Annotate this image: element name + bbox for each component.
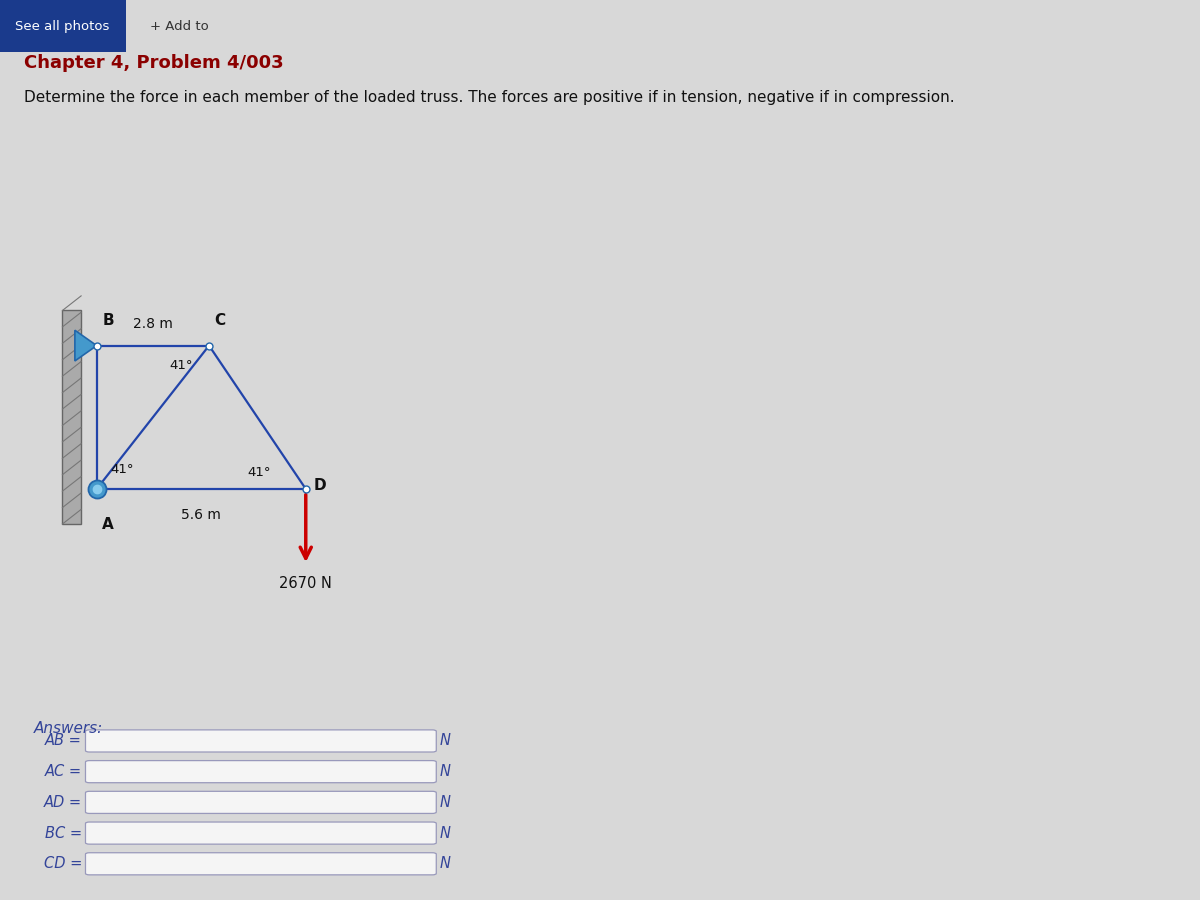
Text: N: N bbox=[440, 795, 451, 810]
FancyBboxPatch shape bbox=[85, 852, 437, 875]
Text: 5.6 m: 5.6 m bbox=[181, 508, 221, 522]
FancyBboxPatch shape bbox=[85, 730, 437, 752]
Text: 2.8 m: 2.8 m bbox=[133, 317, 173, 331]
Text: 41°: 41° bbox=[110, 463, 133, 475]
Text: BC =: BC = bbox=[44, 825, 82, 841]
Text: N: N bbox=[440, 856, 451, 871]
Text: N: N bbox=[440, 734, 451, 749]
Text: 41°: 41° bbox=[169, 359, 193, 372]
Polygon shape bbox=[74, 330, 97, 361]
Text: AD =: AD = bbox=[44, 795, 82, 810]
Text: 2670 N: 2670 N bbox=[280, 575, 332, 590]
Text: See all photos: See all photos bbox=[16, 20, 109, 32]
FancyBboxPatch shape bbox=[85, 760, 437, 783]
FancyBboxPatch shape bbox=[85, 822, 437, 844]
Text: Answers:: Answers: bbox=[34, 721, 103, 736]
Text: + Add to: + Add to bbox=[150, 20, 209, 32]
Text: N: N bbox=[440, 764, 451, 779]
Text: AB =: AB = bbox=[46, 734, 82, 749]
Text: Determine the force in each member of the loaded truss. The forces are positive : Determine the force in each member of th… bbox=[24, 90, 955, 105]
Text: C: C bbox=[214, 313, 226, 328]
Text: D: D bbox=[313, 479, 326, 493]
Text: Chapter 4, Problem 4/003: Chapter 4, Problem 4/003 bbox=[24, 54, 283, 72]
Text: CD =: CD = bbox=[43, 856, 82, 871]
FancyBboxPatch shape bbox=[85, 791, 437, 814]
Text: AC =: AC = bbox=[44, 764, 82, 779]
Text: N: N bbox=[440, 825, 451, 841]
Text: B: B bbox=[103, 313, 114, 328]
FancyBboxPatch shape bbox=[0, 0, 126, 52]
Text: A: A bbox=[102, 517, 114, 532]
Text: 41°: 41° bbox=[247, 466, 271, 479]
Polygon shape bbox=[62, 310, 82, 524]
